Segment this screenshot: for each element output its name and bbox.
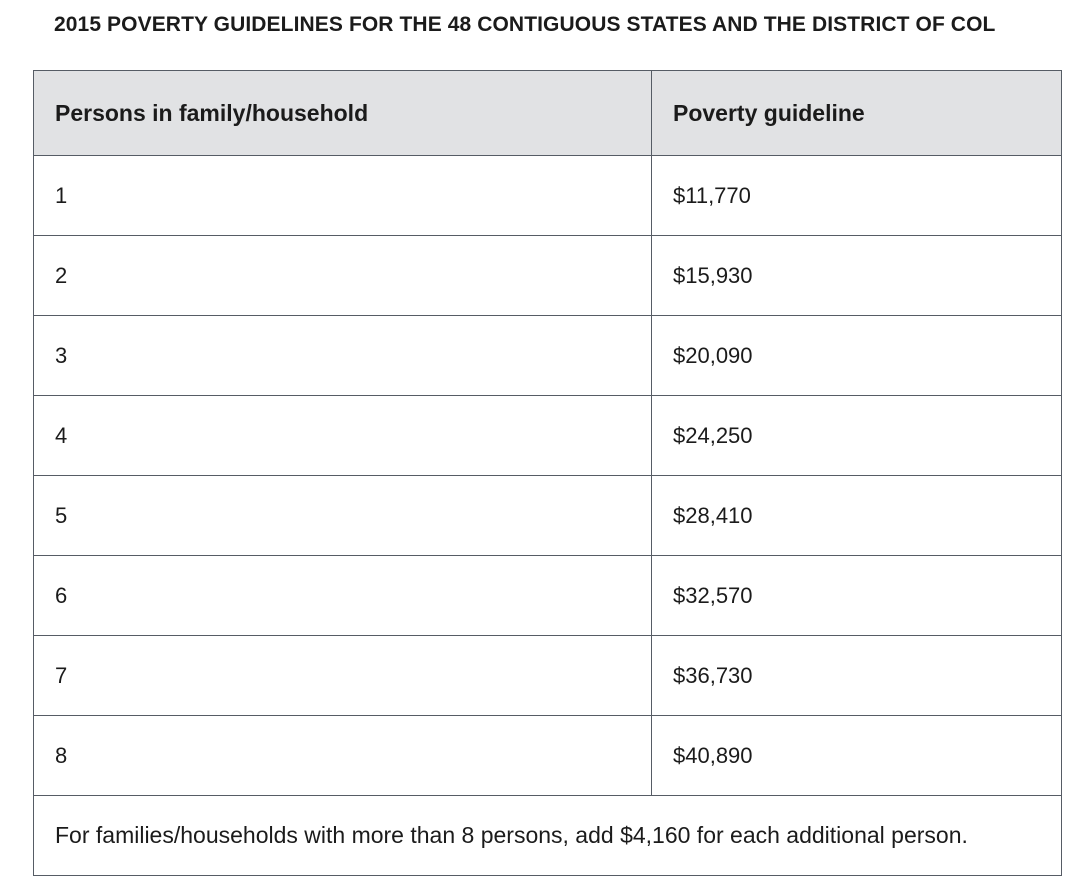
page-title: 2015 POVERTY GUIDELINES FOR THE 48 CONTI… — [54, 13, 996, 36]
header-guideline: Poverty guideline — [651, 70, 1062, 156]
poverty-guidelines-table: Persons in family/household Poverty guid… — [33, 70, 1062, 876]
persons-cell: 4 — [33, 395, 652, 476]
table-row: 7 $36,730 — [33, 635, 1062, 716]
persons-cell: 6 — [33, 555, 652, 636]
persons-cell: 7 — [33, 635, 652, 716]
persons-cell: 1 — [33, 155, 652, 236]
persons-cell: 3 — [33, 315, 652, 396]
guideline-cell: $28,410 — [651, 475, 1062, 556]
table-header: Persons in family/household Poverty guid… — [33, 70, 1062, 156]
guideline-cell: $36,730 — [651, 635, 1062, 716]
persons-cell: 5 — [33, 475, 652, 556]
footnote-row: For families/households with more than 8… — [33, 795, 1062, 876]
table-row: 1 $11,770 — [33, 155, 1062, 236]
header-persons: Persons in family/household — [33, 70, 652, 156]
table-row: 6 $32,570 — [33, 555, 1062, 636]
table-row: 5 $28,410 — [33, 475, 1062, 556]
table-row: 8 $40,890 — [33, 715, 1062, 796]
table-footer: For families/households with more than 8… — [33, 795, 1062, 876]
guideline-cell: $40,890 — [651, 715, 1062, 796]
footnote-cell: For families/households with more than 8… — [33, 795, 1062, 876]
guideline-cell: $20,090 — [651, 315, 1062, 396]
guideline-cell: $11,770 — [651, 155, 1062, 236]
guideline-cell: $32,570 — [651, 555, 1062, 636]
table-row: 4 $24,250 — [33, 395, 1062, 476]
table-row: 2 $15,930 — [33, 235, 1062, 316]
guideline-cell: $15,930 — [651, 235, 1062, 316]
persons-cell: 2 — [33, 235, 652, 316]
table-body: 1 $11,770 2 $15,930 3 $20,090 4 $24,250 … — [33, 155, 1062, 796]
persons-cell: 8 — [33, 715, 652, 796]
guideline-cell: $24,250 — [651, 395, 1062, 476]
table-row: 3 $20,090 — [33, 315, 1062, 396]
header-row: Persons in family/household Poverty guid… — [33, 70, 1062, 156]
